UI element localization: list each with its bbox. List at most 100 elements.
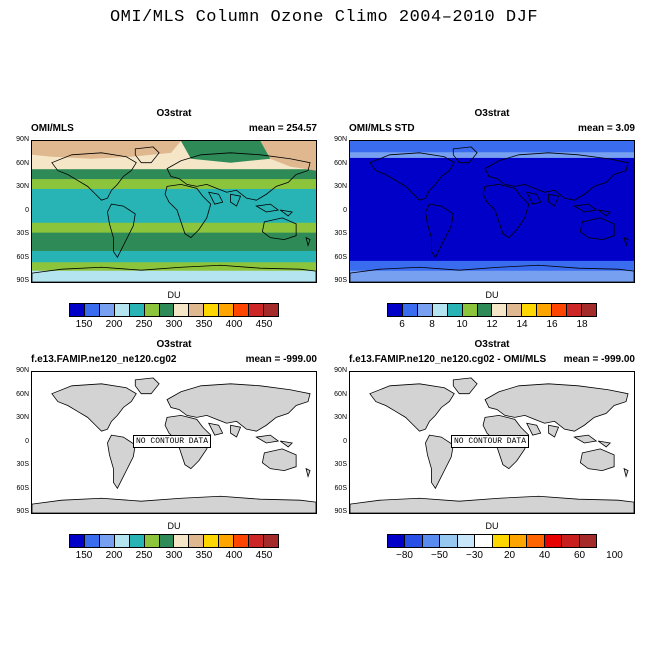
colorbar-tick-label: 150 bbox=[75, 550, 93, 561]
panel-title: O3strat bbox=[156, 108, 192, 119]
colorbar-tick-label: 12 bbox=[486, 319, 498, 330]
lat-tick-label: 0 bbox=[343, 206, 347, 214]
colorbar-tick-label: 60 bbox=[573, 550, 586, 561]
colorbar bbox=[69, 303, 279, 317]
lat-tick-label: 0 bbox=[25, 437, 29, 445]
colorbar-swatch bbox=[440, 535, 458, 547]
contour-patch bbox=[180, 141, 271, 163]
colorbar-swatch bbox=[388, 535, 406, 547]
lat-tick-label: 60S bbox=[334, 253, 347, 261]
colorbar-swatch bbox=[234, 304, 250, 316]
contour-patch bbox=[260, 141, 316, 171]
colorbar-swatch bbox=[159, 304, 175, 316]
colorbar-swatch bbox=[263, 535, 278, 547]
colorbar-tick-label: 40 bbox=[538, 550, 551, 561]
lat-tick-label: 90S bbox=[16, 508, 29, 515]
colorbar-tick-label: 20 bbox=[503, 550, 516, 561]
lat-tick-label: 90S bbox=[16, 277, 29, 284]
colorbar-swatch bbox=[144, 535, 160, 547]
lat-tick-label: 60S bbox=[16, 253, 29, 261]
colorbar-tick-label: 16 bbox=[546, 319, 558, 330]
lat-tick-label: 90S bbox=[334, 508, 347, 515]
colorbar-swatch bbox=[189, 304, 205, 316]
colorbar-swatch bbox=[477, 304, 493, 316]
lat-tick-label: 30N bbox=[16, 183, 29, 190]
colorbar-swatch bbox=[99, 535, 115, 547]
colorbar-tick-label: 150 bbox=[75, 319, 93, 330]
map-panel bbox=[31, 371, 317, 514]
contour-band bbox=[32, 262, 316, 272]
colorbar-swatch bbox=[388, 304, 403, 316]
colorbar bbox=[387, 534, 597, 548]
lat-tick-label: 0 bbox=[343, 437, 347, 445]
lat-tick-label: 90N bbox=[334, 136, 347, 143]
colorbar-swatch bbox=[114, 304, 130, 316]
colorbar-tick-label: 100 bbox=[606, 550, 623, 561]
colorbar-swatch bbox=[537, 304, 553, 316]
panel-title: O3strat bbox=[474, 108, 510, 119]
colorbar-swatch bbox=[552, 304, 568, 316]
colorbar-tick-label: 14 bbox=[516, 319, 528, 330]
colorbar-swatch bbox=[84, 535, 100, 547]
contour-band bbox=[32, 222, 316, 234]
panel-mean-label: mean = 3.09 bbox=[578, 123, 635, 134]
colorbar-tick-label: 8 bbox=[429, 319, 435, 330]
lat-tick-label: 60N bbox=[334, 390, 347, 398]
colorbar-swatch bbox=[562, 535, 580, 547]
colorbar-swatch bbox=[144, 304, 160, 316]
lat-tick-label: 90N bbox=[334, 367, 347, 374]
colorbar-tick-label: 250 bbox=[135, 550, 153, 561]
colorbar-swatch bbox=[219, 535, 235, 547]
map-panel bbox=[349, 140, 635, 283]
colorbar-tick-label: 400 bbox=[225, 319, 243, 330]
figure-title: OMI/MLS Column Ozone Climo 2004–2010 DJF bbox=[109, 8, 539, 27]
contour-band bbox=[32, 169, 316, 180]
colorbar-swatch bbox=[249, 304, 264, 316]
colorbar-swatch bbox=[527, 535, 545, 547]
colorbar-swatch bbox=[219, 304, 235, 316]
contour-band bbox=[32, 188, 316, 224]
colorbar-swatch bbox=[447, 304, 463, 316]
colorbar-swatch bbox=[457, 535, 476, 547]
map-canvas bbox=[32, 141, 316, 282]
colorbar-swatch bbox=[405, 535, 423, 547]
colorbar-tick-label: 350 bbox=[195, 550, 213, 561]
colorbar-swatch bbox=[189, 535, 205, 547]
contour-band bbox=[350, 152, 634, 159]
colorbar-swatch bbox=[114, 535, 130, 547]
contour-patch bbox=[32, 141, 181, 159]
panel-title: O3strat bbox=[156, 339, 192, 350]
contour-band bbox=[350, 141, 634, 153]
colorbar-swatch bbox=[475, 535, 493, 547]
map-panel bbox=[31, 140, 317, 283]
lat-tick-label: 60N bbox=[334, 159, 347, 167]
colorbar bbox=[69, 534, 279, 548]
panel-left-label: f.e13.FAMIP.ne120_ne120.cg02 - OMI/MLS bbox=[349, 354, 547, 365]
panel-left-label: OMI/MLS STD bbox=[349, 123, 415, 134]
lat-tick-label: 90N bbox=[16, 367, 29, 374]
colorbar-swatch bbox=[509, 535, 528, 547]
colorbar-swatch bbox=[249, 535, 264, 547]
colorbar-swatch bbox=[402, 304, 418, 316]
map-canvas bbox=[350, 141, 634, 282]
colorbar-swatch bbox=[422, 535, 441, 547]
no-contour-data-label: NO CONTOUR DATA bbox=[133, 435, 212, 448]
colorbar-tick-label: 200 bbox=[105, 319, 123, 330]
colorbar-swatch bbox=[263, 304, 278, 316]
colorbar-swatch bbox=[581, 304, 596, 316]
colorbar-tick-label: 300 bbox=[165, 319, 183, 330]
colorbar-swatch bbox=[129, 535, 145, 547]
colorbar-units: DU bbox=[167, 521, 181, 531]
lat-tick-label: 60S bbox=[334, 484, 347, 492]
colorbar-swatch bbox=[204, 304, 220, 316]
colorbar-tick-label: −50 bbox=[431, 550, 448, 561]
panel-left-label: OMI/MLS bbox=[31, 123, 74, 134]
lat-tick-label: 30S bbox=[334, 230, 347, 237]
map-panel bbox=[349, 371, 635, 514]
colorbar-tick-label: 450 bbox=[255, 319, 273, 330]
lat-tick-label: 30S bbox=[16, 461, 29, 468]
colorbar-tick-label: 250 bbox=[135, 319, 153, 330]
colorbar-swatch bbox=[204, 535, 220, 547]
contour-band bbox=[350, 260, 634, 272]
lat-tick-label: 0 bbox=[25, 206, 29, 214]
